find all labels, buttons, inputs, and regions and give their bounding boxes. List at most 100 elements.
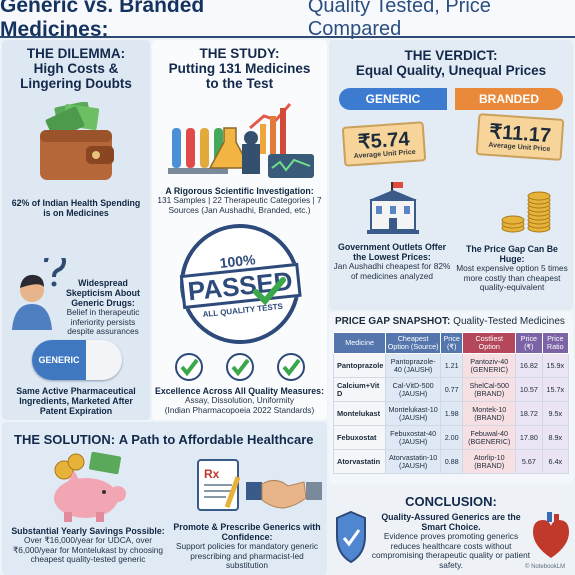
skepticism-bold: Widespread Skepticism About Generic Drug… (66, 278, 140, 308)
study-description: A Rigorous Scientific Investigation: 131… (156, 186, 323, 215)
dilemma-heading-line3: Lingering Doubts (20, 76, 132, 91)
skepticism-rest: Belief in therapeutic inferiority persis… (66, 307, 140, 337)
generic-label: GENERIC (339, 88, 447, 110)
excellence-note: (Indian Pharmacopoeia 2022 Standards) (164, 404, 315, 415)
study-desc-rest: 131 Samples | 22 Therapeutic Categories … (157, 195, 322, 215)
col-cheap-price: Price (₹) (440, 332, 464, 354)
government-rest: Jan Aushadhi cheapest for 82% of medicin… (333, 261, 451, 281)
coin-stacks-icon (501, 191, 551, 233)
stamp-check-icon (253, 277, 286, 306)
cell-ratio: 8.9x (541, 425, 570, 450)
cell-cheapest: Pantoprazole-40 (JAUSH) (385, 353, 442, 378)
promote-bold: Promote & Prescribe Generics with Confid… (173, 522, 321, 542)
study-heading-line3: to the Test (205, 76, 274, 91)
lab-equipment-icon (168, 103, 314, 178)
dilemma-heading-line2: High Costs & (33, 61, 119, 76)
cell-medicine: Montelukast (332, 401, 387, 426)
cell-cheap-price: 0.77 (440, 377, 464, 402)
conclusion-bold: Quality-Assured Generics are the Smart C… (381, 512, 521, 532)
cell-costliest: Atorlip-10 (BRAND) (462, 449, 517, 474)
cell-costliest: Montek-10 (BRAND) (462, 401, 517, 426)
verdict-panel: THE VERDICT: Equal Quality, Unequal Pric… (329, 40, 573, 310)
shield-icon (336, 510, 366, 564)
study-heading-line2: Putting 131 Medicines (168, 61, 311, 76)
study-heading-line1: THE STUDY: (199, 46, 280, 61)
study-desc-bold: A Rigorous Scientific Investigation: (165, 186, 314, 196)
col-ratio: Price Ratio (541, 332, 570, 354)
table-row: Febuxostat Febuxostat-40 (JAUSH) 2.00 Fe… (332, 425, 570, 450)
savings-bold: Substantial Yearly Savings Possible: (11, 526, 165, 536)
cell-costliest: Pantoziv-40 (GENERIC) (462, 353, 517, 378)
price-gap-rest: Most expensive option 5 times more costl… (456, 263, 568, 293)
cell-medicine: Pantoprazole (332, 353, 387, 378)
government-bold: Government Outlets Offer the Lowest Pric… (337, 242, 447, 262)
verdict-heading-line2: Equal Quality, Unequal Prices (355, 63, 547, 78)
check-circle-icon (226, 353, 254, 381)
cell-costliest: ShelCal-500 (BRAND) (462, 377, 517, 402)
table-row: Calcium+Vit D Cal-VitD-500 (JAUSH) 0.77 … (332, 377, 570, 402)
wallet-money-icon (40, 102, 114, 180)
cell-medicine: Atorvastatin (332, 449, 387, 474)
verdict-heading-line1: THE VERDICT: (404, 48, 498, 63)
table-row: Atorvastatin Atorvastatin-10 (JAUSH) 0.8… (332, 449, 570, 474)
snapshot-heading-rest: Quality-Tested Medicines (453, 316, 565, 327)
dilemma-heading: THE DILEMMA: High Costs & Lingering Doub… (2, 46, 150, 91)
cell-cost-price: 10.57 (515, 377, 543, 402)
col-medicine: Medicine (332, 332, 387, 354)
skepticism-block: Widespread Skepticism About Generic Drug… (58, 278, 148, 337)
capsule-label: GENERIC (38, 355, 80, 365)
handshake-icon (246, 480, 322, 509)
heart-icon (533, 512, 569, 558)
conclusion-rest: Evidence proves promoting generics reduc… (371, 531, 531, 570)
rx-label: Rx (204, 467, 220, 481)
generic-capsule-icon: GENERIC (32, 340, 122, 380)
cell-ratio: 6.4x (541, 449, 570, 474)
col-cheapest: Cheapest Option (Source) (385, 332, 442, 354)
cell-ratio: 9.5x (541, 401, 570, 426)
dilemma-heading-line1: THE DILEMMA: (26, 46, 126, 61)
study-heading: THE STUDY: Putting 131 Medicines to the … (152, 46, 327, 91)
watermark: © NotebookLM (525, 564, 566, 570)
col-costliest: Costliest Option (462, 332, 517, 354)
cell-cheap-price: 1.21 (440, 353, 464, 378)
promote-rest: Support policies for mandatory generic p… (175, 541, 319, 571)
cell-cost-price: 5.67 (515, 449, 543, 474)
solution-heading-bold: THE SOLUTION: (14, 432, 116, 447)
dilemma-panel: THE DILEMMA: High Costs & Lingering Doub… (2, 40, 150, 420)
price-gap-bold: The Price Gap Can Be Huge: (466, 244, 558, 264)
cell-cheapest: Montelukast-10 (JAUSH) (385, 401, 442, 426)
cell-cost-price: 17.80 (515, 425, 543, 450)
cell-costliest: Febuwal-40 (BGENERIC) (462, 425, 517, 450)
cell-cheap-price: 0.88 (440, 449, 464, 474)
same-api-text: Same Active Pharmaceutical Ingredients, … (16, 386, 136, 416)
cell-ratio: 15.7x (541, 377, 570, 402)
generic-price-tag: ₹5.74 Average Unit Price (341, 121, 427, 167)
cell-cost-price: 18.72 (515, 401, 543, 426)
price-gap-block: The Price Gap Can Be Huge: Most expensiv… (453, 244, 571, 293)
excellence-block: Excellence Across All Quality Measures: … (154, 386, 325, 415)
verdict-heading: THE VERDICT: Equal Quality, Unequal Pric… (329, 48, 573, 78)
snapshot-heading-bold: PRICE GAP SNAPSHOT: (335, 316, 451, 327)
promote-block: Promote & Prescribe Generics with Confid… (170, 522, 324, 571)
cell-cheapest: Febuxostat-40 (JAUSH) (385, 425, 442, 450)
col-cost-price: Price (₹) (515, 332, 543, 354)
solution-panel: THE SOLUTION: A Path to Affordable Healt… (2, 422, 327, 575)
snapshot-table-wrap: Medicine Cheapest Option (Source) Price … (332, 332, 570, 474)
check-circle-icon (175, 353, 203, 381)
page-title: Generic vs. Branded Medicines: Quality T… (0, 0, 575, 41)
solution-heading-rest: A Path to Affordable Healthcare (118, 432, 314, 447)
piggy-bank-icon (54, 452, 126, 522)
branded-price-tag: ₹11.17 Average Unit Price (475, 113, 565, 161)
cell-cheapest: Cal-VitD-500 (JAUSH) (385, 377, 442, 402)
title-rest: Quality Tested, Price Compared (307, 0, 491, 40)
excellence-bold: Excellence Across All Quality Measures: (154, 386, 324, 396)
government-block: Government Outlets Offer the Lowest Pric… (333, 242, 451, 281)
title-bold: Generic vs. Branded Medicines: (0, 0, 205, 41)
conclusion-heading: CONCLUSION: (405, 494, 497, 509)
table-row: Montelukast Montelukast-10 (JAUSH) 1.98 … (332, 401, 570, 426)
government-building-icon (367, 182, 419, 234)
check-circle-icon (277, 353, 305, 381)
study-panel: THE STUDY: Putting 131 Medicines to the … (152, 40, 327, 420)
cell-cheapest: Atorvastatin-10 (JAUSH) (385, 449, 442, 474)
